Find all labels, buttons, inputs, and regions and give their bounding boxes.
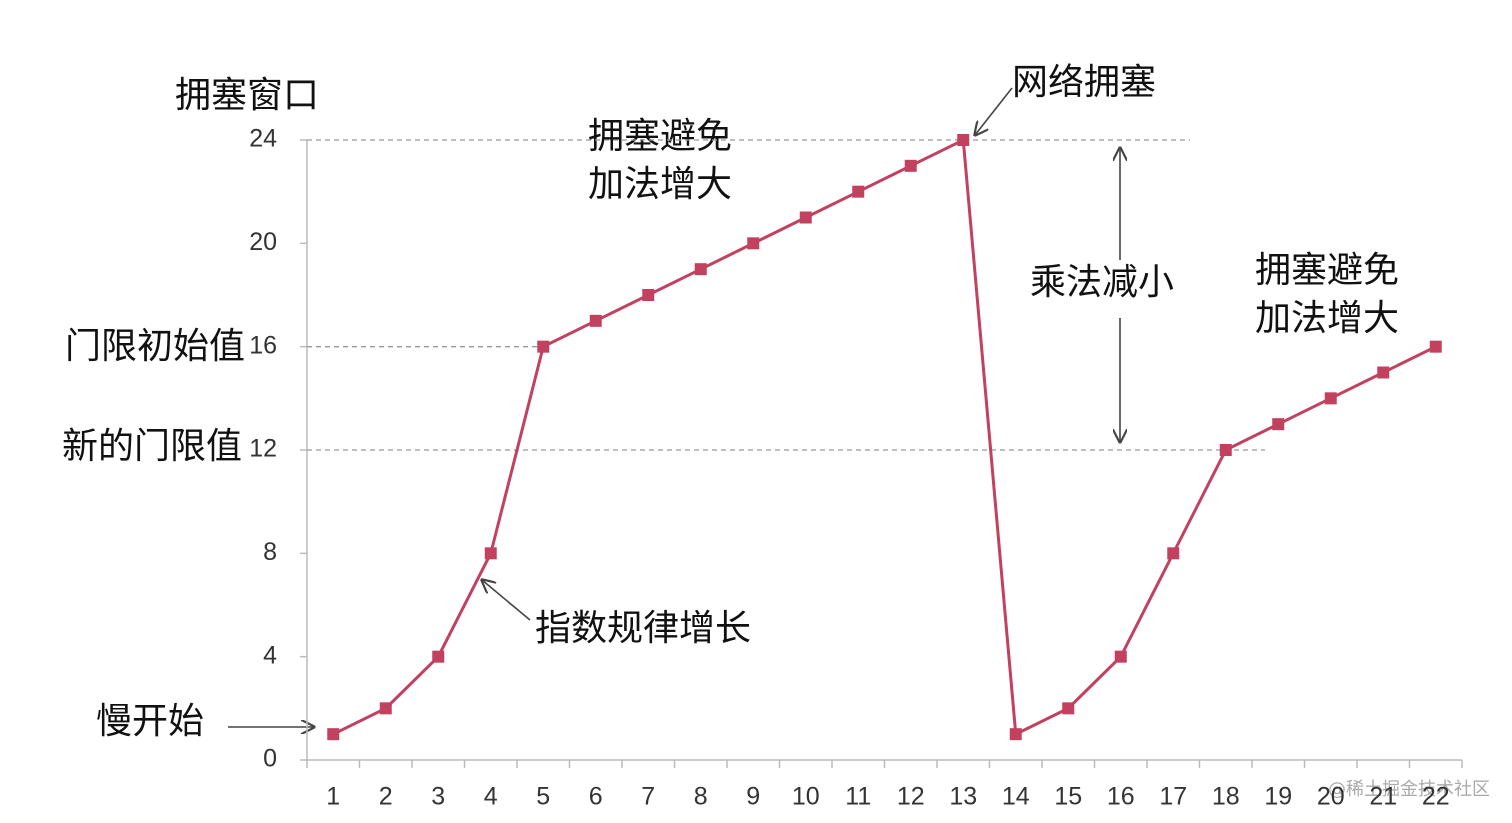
marker — [1062, 702, 1075, 715]
x-tick-label: 13 — [949, 783, 977, 811]
marker — [747, 237, 760, 250]
marker — [1114, 650, 1127, 663]
marker — [904, 159, 917, 172]
reference-label: 新的门限值 — [62, 426, 242, 467]
x-tick-label: 11 — [845, 783, 871, 811]
marker — [327, 728, 340, 741]
marker — [589, 314, 602, 327]
x-tick-label: 21 — [1369, 783, 1397, 811]
x-tick-label: 10 — [792, 783, 820, 811]
annotation: 拥塞避免 — [588, 116, 732, 157]
marker — [1272, 418, 1285, 431]
y-tick-label: 24 — [249, 125, 277, 153]
x-tick-label: 15 — [1054, 783, 1082, 811]
watermark: @稀土掘金技术社区 — [1328, 779, 1490, 800]
y-axis-label: 拥塞窗口 — [175, 75, 319, 116]
arrows — [228, 87, 1120, 727]
marker — [1324, 392, 1337, 405]
marker — [1009, 728, 1022, 741]
x-tick-label: 12 — [897, 783, 925, 811]
annotation: 加法增大 — [1255, 298, 1399, 339]
marker — [1429, 340, 1442, 353]
x-tick-label: 22 — [1422, 783, 1450, 811]
marker — [957, 134, 970, 146]
marker — [1377, 366, 1390, 379]
annotation: 指数规律增长 — [535, 608, 751, 649]
marker — [642, 289, 655, 301]
marker — [1219, 444, 1232, 456]
x-tick-label: 9 — [746, 783, 760, 811]
y-tick-label: 4 — [263, 641, 277, 669]
arrow — [482, 580, 531, 621]
y-tick-label: 20 — [249, 228, 277, 256]
y-tick-label: 12 — [249, 435, 277, 463]
x-tick-label: 2 — [379, 783, 393, 811]
annotation: 慢开始 — [96, 701, 204, 742]
x-tick-label: 3 — [431, 783, 445, 811]
y-tick-label: 16 — [249, 331, 277, 359]
x-tick-label: 20 — [1317, 783, 1345, 811]
x-tick-label: 17 — [1159, 783, 1187, 811]
x-tick-label: 8 — [694, 783, 708, 811]
marker — [432, 650, 445, 663]
y-tick-label: 8 — [263, 538, 277, 566]
annotation: 乘法减小 — [1030, 262, 1174, 303]
x-tick-label: 1 — [326, 783, 340, 811]
reference-label: 门限初始值 — [65, 326, 245, 367]
x-tick-label: 5 — [536, 783, 550, 811]
x-tick-label: 16 — [1107, 783, 1135, 811]
marker — [379, 702, 392, 715]
marker — [694, 263, 707, 276]
x-tick-label: 14 — [1002, 783, 1030, 811]
reference-label: 网络拥塞 — [1012, 62, 1156, 103]
x-tick-label: 6 — [589, 783, 603, 811]
arrow — [975, 87, 1013, 135]
x-tick-label: 19 — [1264, 783, 1292, 811]
marker — [537, 340, 550, 353]
line — [332, 137, 1437, 737]
marker — [1167, 547, 1180, 560]
x-tick-label: 18 — [1212, 783, 1240, 811]
marker — [799, 211, 812, 224]
marker — [484, 547, 497, 560]
annotation: 加法增大 — [588, 164, 732, 205]
y-tick-label: 0 — [263, 745, 277, 773]
marker — [852, 185, 865, 198]
x-tick-label: 4 — [484, 783, 498, 811]
annotation: 拥塞避免 — [1255, 250, 1399, 291]
x-tick-label: 7 — [641, 783, 655, 811]
